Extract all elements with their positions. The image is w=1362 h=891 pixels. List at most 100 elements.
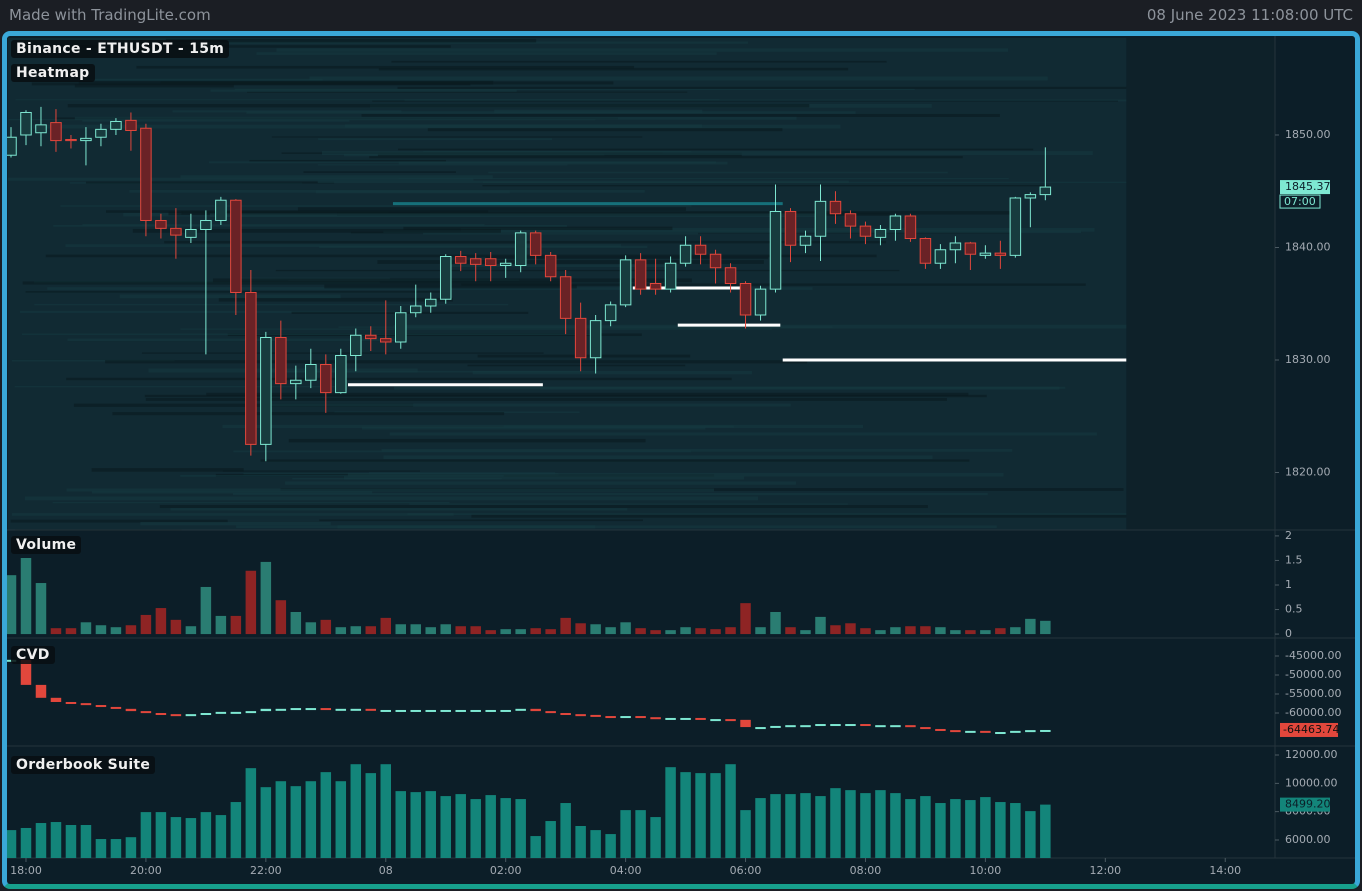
bar [455,626,466,635]
heatmap-band [394,386,1060,390]
candle-body [949,242,962,251]
heatmap-band [403,226,673,231]
heatmap-band [319,245,648,249]
bar [20,557,32,635]
cvd-bar [560,713,571,716]
heatmap-band [8,177,474,181]
heatmap-band [246,111,856,114]
bar [950,630,961,635]
cvd-bar [185,714,197,717]
cvd-bar [335,708,347,711]
x-tick-label: 08 [379,864,393,877]
candle-body [110,120,122,130]
bar [680,627,691,635]
x-tick-label: 20:00 [130,864,162,877]
candle-body [529,232,542,256]
value-tag: -64463.74 [1283,723,1339,736]
x-tick-label: 02:00 [490,864,522,877]
candle-body [50,122,62,142]
bar [755,627,766,635]
heatmap-band [11,359,175,362]
bar [650,630,661,635]
y-tick-label: 10000.00 [1285,776,1338,789]
heatmap-band [34,303,509,306]
candle-body [919,237,932,264]
heatmap-band [276,48,1009,52]
value-tag-bg [1280,722,1338,737]
heatmap-band [91,490,373,494]
bar [500,629,511,635]
bar [440,796,451,858]
heatmap-band [144,394,987,398]
bar [455,794,466,858]
bar [80,825,92,858]
bar [995,802,1006,858]
candle-body [320,363,332,394]
bar [1010,627,1021,635]
heatmap-band [236,525,997,529]
candle-body [634,259,647,290]
heatmap-band [67,338,396,342]
bar [290,786,302,858]
bar [290,611,302,635]
candle-body [230,199,242,293]
heatmap-band [256,52,717,55]
countdown-bg [1279,194,1321,209]
cvd-bar [155,713,167,716]
bar [515,799,526,858]
heatmap-band [369,156,963,159]
panel-title: Volume [11,536,82,554]
bar [665,767,676,858]
candle-body [829,200,842,215]
cvd-bar [740,719,751,728]
bar [590,830,601,858]
cvd-bar [350,708,362,711]
bar [140,812,152,858]
bar [710,773,721,858]
heatmap-band [275,269,900,272]
bar [740,603,751,635]
cvd-bar [890,725,901,728]
bar [965,800,976,858]
y-tick-label: -50000.00 [1285,668,1341,681]
bar [425,791,436,858]
x-tick-label: 18:00 [10,864,42,877]
cvd-bar [110,706,122,709]
y-tick-label: 1830.00 [1285,353,1331,366]
heatmap-band [318,138,553,141]
bar [605,627,616,635]
heatmap-band [285,481,796,485]
bar [140,614,152,635]
candle-body [934,249,947,264]
x-tick-label: 06:00 [730,864,762,877]
heatmap-band [74,116,797,120]
cvd-bar [470,709,481,712]
bar [530,628,541,635]
heatmap-band [145,397,947,401]
bar [200,586,212,635]
candle-body [484,258,497,266]
heatmap-band [66,488,714,492]
candle-body [424,298,437,307]
candle-body [20,111,32,136]
heatmap-band [291,311,529,314]
heatmap-band [11,513,454,516]
candle-body [709,253,722,269]
y-tick-label: 1.5 [1285,553,1303,566]
heatmap-band [288,438,646,443]
cvd-bar [575,714,586,717]
cvd-bar [755,727,766,730]
bar [50,822,62,858]
bar [350,626,362,635]
bar [560,617,571,635]
candle-body [724,267,737,284]
candle-body [395,312,407,343]
heatmap-band [321,151,1093,155]
candle-body [275,336,287,385]
cvd-bar [320,708,332,711]
bar [740,810,751,858]
heatmap-band [82,224,485,226]
candle-body [380,338,392,343]
heatmap-band [72,45,451,48]
bar [665,630,676,635]
